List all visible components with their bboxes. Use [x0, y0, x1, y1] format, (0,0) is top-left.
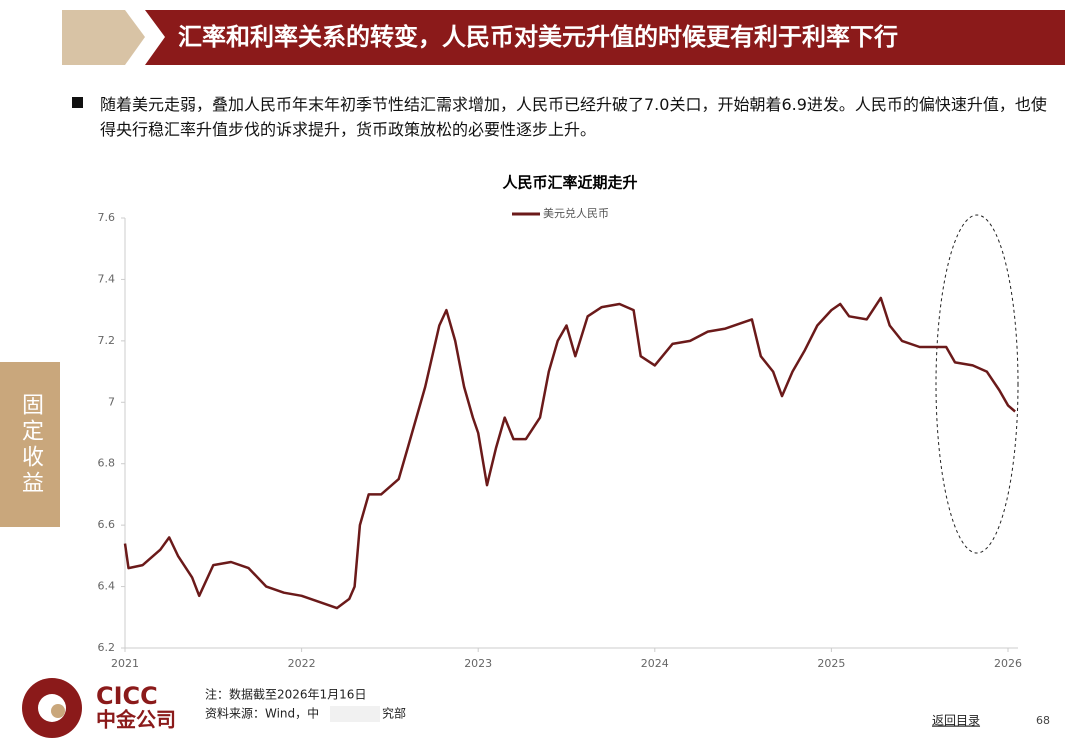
footer-note: 注：数据截至2026年1月16日 [205, 687, 366, 702]
legend-label: 美元兑人民币 [543, 206, 609, 220]
y-tick-label: 7 [108, 395, 115, 408]
x-tick-label: 2023 [464, 657, 492, 670]
logo-en: CICC [96, 682, 158, 710]
highlight-ellipse [935, 214, 1019, 554]
series-line [123, 296, 1016, 610]
x-tick-label: 2021 [111, 657, 139, 670]
bullet-text: 随着美元走弱，叠加人民币年末年初季节性结汇需求增加，人民币已经升破了7.0关口，… [100, 95, 1047, 139]
header-chevron [62, 10, 145, 65]
y-tick-label: 7.2 [98, 334, 116, 347]
y-tick-label: 6.6 [98, 518, 116, 531]
redaction [330, 706, 380, 722]
x-tick-label: 2022 [288, 657, 316, 670]
y-tick-label: 7.6 [98, 211, 116, 224]
back-link[interactable]: 返回目录 [932, 714, 980, 728]
header-banner [145, 10, 1065, 65]
footer-source: 究部 [382, 706, 406, 721]
bullet-mark [72, 97, 83, 108]
footer-source: 资料来源：Wind，中 [205, 706, 319, 721]
y-tick-label: 7.4 [98, 272, 116, 285]
plot: 6.2 6.4 6.6 6.8 7 7.2 7.4 7.6 2021 2022 2023 2024 20… [98, 211, 1023, 670]
x-tick-label: 2025 [817, 657, 845, 670]
header-title: 汇率和利率关系的转变，人民币对美元升值的时候更有利于利率下行 [178, 23, 898, 51]
sidebar-label: 固定收益 [18, 393, 44, 497]
y-tick-label: 6.4 [98, 580, 116, 593]
page-number: 68 [1036, 714, 1050, 727]
sidebar [0, 362, 60, 527]
y-tick-label: 6.2 [98, 641, 116, 654]
x-tick-label: 2026 [994, 657, 1022, 670]
logo-cn: 中金公司 [96, 708, 176, 732]
chart-title: 人民币汇率近期走升 [502, 174, 637, 192]
logo-mark-dot [51, 704, 65, 718]
x-tick-label: 2024 [641, 657, 669, 670]
y-tick-label: 6.8 [98, 457, 116, 470]
